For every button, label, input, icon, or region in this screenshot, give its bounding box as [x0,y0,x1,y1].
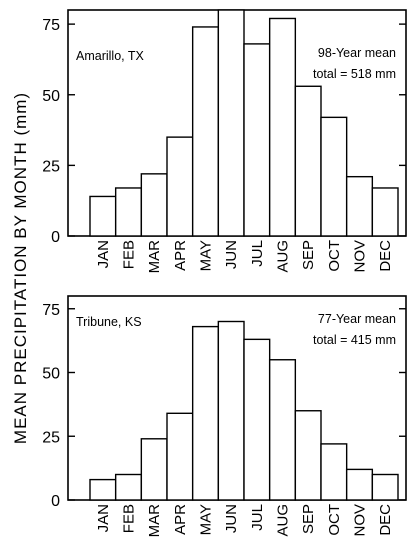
month-label: DEC [377,504,394,536]
month-label: MAY [198,504,215,535]
month-label: JUL [249,240,266,267]
month-label: NOV [352,504,369,537]
note-line2: total = 415 mm [313,333,396,347]
month-label: MAY [198,240,215,271]
y-tick-label: 50 [42,88,60,105]
month-label: APR [172,240,189,271]
month-label: APR [172,504,189,535]
bar-nov [345,468,374,501]
bar-nov [345,175,374,237]
note-line1: 98-Year mean [318,46,396,60]
bar-may [191,26,220,237]
month-label: MAR [146,240,163,274]
bar-jul [243,338,271,501]
month-label: FEB [121,240,138,269]
bar-feb [114,187,143,237]
y-tick-label: 75 [42,302,60,319]
bar-oct [320,116,348,237]
bar-mar [140,438,168,501]
bar-sep [294,410,322,501]
month-label: JUN [223,504,240,533]
month-label: OCT [326,504,343,536]
bar-mar [140,173,168,237]
y-tick-label: 0 [51,229,60,246]
month-label: FEB [121,504,138,533]
y-tick-label: 25 [42,429,60,446]
month-label: NOV [352,240,369,273]
bar-apr [166,136,194,237]
y-axis-label: MEAN PRECIPITATION BY MONTH (mm) [11,92,30,444]
bar-aug [268,359,297,501]
note-line1: 77-Year mean [318,312,396,326]
bar-dec [371,473,399,501]
bar-feb [114,473,143,501]
month-label: SEP [300,504,317,534]
bar-may [191,325,220,501]
month-label: JAN [95,504,112,532]
bar-jul [243,43,271,237]
month-label: JUN [223,240,240,269]
bar-oct [320,443,348,501]
station-label: Tribune, KS [76,315,142,329]
month-label: JAN [95,240,112,268]
bar-jun [217,320,245,501]
bar-sep [294,85,322,237]
month-label: AUG [275,504,292,537]
y-tick-label: 50 [42,366,60,383]
month-label: JUL [249,504,266,531]
bar-aug [268,17,297,237]
y-tick-label: 0 [51,493,60,510]
month-label: OCT [326,240,343,272]
note-line2: total = 518 mm [313,67,396,81]
chart-panel: 0 25 50 75 JAN FEB MAR APR MAY JUN JUL AUG SEP OCT NOV… [42,295,407,538]
month-label: DEC [377,240,394,272]
y-tick-label: 25 [42,158,60,175]
bar-jan [89,195,117,237]
bar-jun [217,9,245,237]
month-label: MAR [146,504,163,538]
month-label: AUG [275,240,292,273]
chart-panel: 0 25 50 75 JAN FEB MAR APR MAY JUN JUL AUG SEP OCT NOV… [42,9,407,274]
bar-jan [89,478,117,501]
station-label: Amarillo, TX [76,49,145,63]
bar-dec [371,187,399,237]
bar-apr [166,412,194,501]
y-tick-label: 75 [42,17,60,34]
month-label: SEP [300,240,317,270]
